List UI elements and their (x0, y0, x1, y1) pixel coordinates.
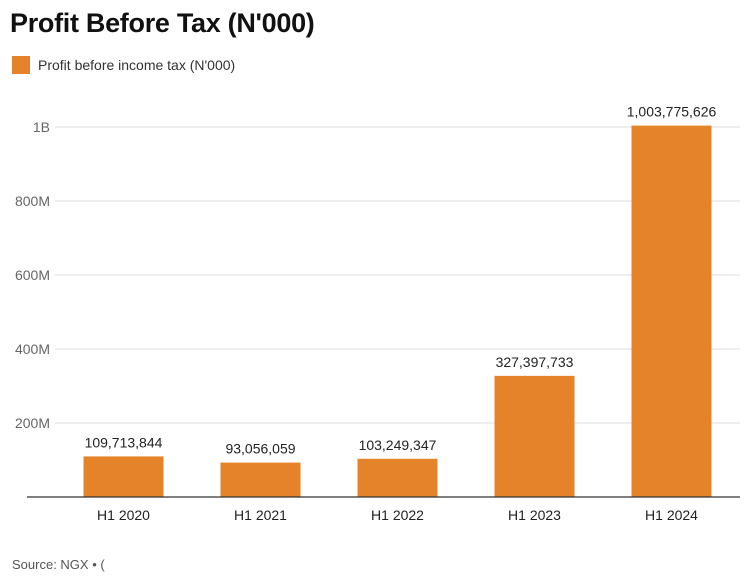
bar (357, 458, 438, 497)
legend-label: Profit before income tax (N'000) (38, 57, 236, 73)
x-tick-label: H1 2020 (97, 507, 150, 523)
data-label: 103,249,347 (359, 437, 437, 453)
legend: Profit before income tax (N'000) (12, 56, 235, 74)
data-label: 327,397,733 (496, 354, 574, 370)
y-tick-label: 200M (15, 415, 50, 431)
y-tick-label: 400M (15, 341, 50, 357)
x-tick-label: H1 2024 (645, 507, 698, 523)
data-label: 1,003,775,626 (627, 104, 717, 120)
chart-title: Profit Before Tax (N'000) (10, 8, 315, 38)
y-tick-label: 600M (15, 267, 50, 283)
x-tick-label: H1 2021 (234, 507, 287, 523)
bar (494, 375, 575, 497)
bar (631, 125, 712, 497)
x-tick-label: H1 2022 (371, 507, 424, 523)
source-note: Source: NGX • ( (12, 557, 105, 572)
x-tick-label: H1 2023 (508, 507, 561, 523)
data-label: 109,713,844 (85, 434, 163, 450)
y-tick-label: 800M (15, 193, 50, 209)
legend-swatch (12, 56, 30, 74)
bar (83, 456, 164, 497)
data-label: 93,056,059 (225, 441, 295, 457)
bar (220, 462, 301, 497)
y-tick-label: 1B (33, 119, 50, 135)
